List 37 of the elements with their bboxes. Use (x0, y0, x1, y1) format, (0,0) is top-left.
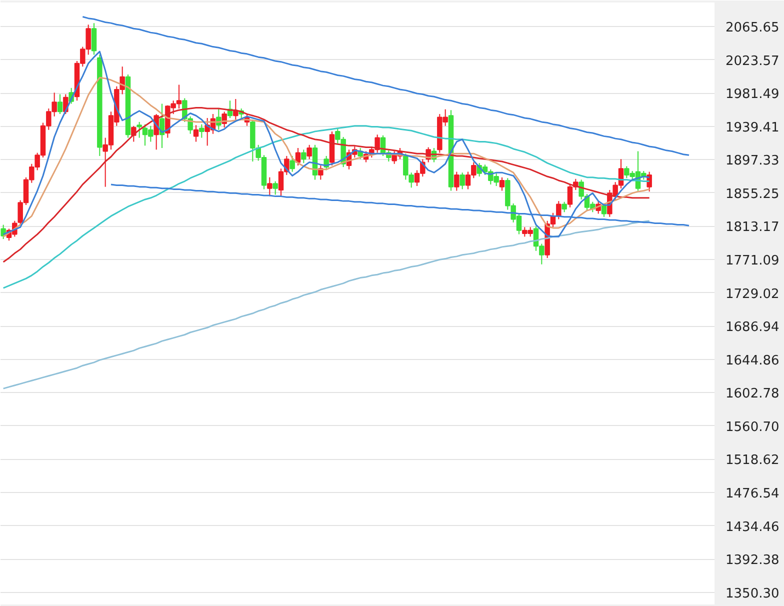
candlestick (290, 155, 295, 172)
y-tick-label: 1518.62 (726, 453, 780, 468)
candlestick (193, 124, 199, 142)
candlestick (301, 149, 306, 164)
y-tick-label: 2023.57 (726, 54, 780, 69)
y-tick-label: 1981.49 (726, 87, 780, 102)
y-tick-label: 1855.25 (726, 186, 780, 202)
y-tick-label: 1813.17 (726, 220, 780, 236)
candlestick (199, 124, 204, 138)
line-series (82, 16, 690, 156)
candlestick (306, 144, 312, 160)
candlestick (460, 172, 465, 190)
y-tick-label: 1771.09 (726, 254, 780, 269)
y-tick-label: 1729.02 (726, 286, 780, 302)
y-tick-label: 1602.78 (726, 386, 780, 402)
candlestick (562, 201, 567, 213)
y-tick-label: 1897.33 (726, 154, 780, 169)
line-series (2, 125, 650, 289)
y-tick-label: 1644.86 (726, 353, 780, 368)
y-tick-label: 2065.65 (726, 20, 780, 36)
y-tick-label: 1392.38 (726, 553, 780, 568)
y-tick-label: 1939.41 (726, 120, 780, 136)
candlestick (454, 171, 460, 192)
y-tick-label: 1560.70 (726, 420, 780, 435)
y-tick-label: 1434.46 (726, 520, 780, 535)
candlestick (91, 22, 97, 56)
y-tick-label: 1476.54 (726, 486, 780, 502)
candlestick (556, 200, 562, 220)
candlestick (57, 94, 63, 115)
y-tick-label: 1686.94 (726, 320, 780, 336)
candlestick (499, 176, 505, 192)
y-tick-label: 1350.30 (726, 586, 780, 602)
candlestick (136, 121, 142, 138)
candlestick (267, 176, 272, 197)
line-series (2, 220, 650, 390)
candlestick (272, 180, 278, 196)
candlestick (233, 98, 238, 120)
